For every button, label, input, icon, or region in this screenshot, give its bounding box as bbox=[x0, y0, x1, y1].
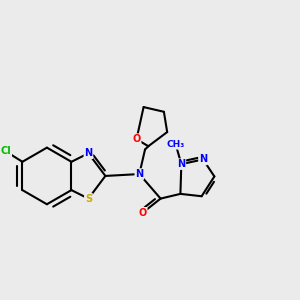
Text: N: N bbox=[177, 159, 185, 169]
Text: N: N bbox=[199, 154, 207, 164]
Text: O: O bbox=[132, 134, 141, 144]
Text: N: N bbox=[135, 169, 143, 179]
Text: Cl: Cl bbox=[1, 146, 11, 156]
Text: N: N bbox=[84, 148, 92, 158]
Text: CH₃: CH₃ bbox=[167, 140, 185, 149]
Text: S: S bbox=[85, 194, 92, 204]
Text: O: O bbox=[139, 208, 147, 218]
